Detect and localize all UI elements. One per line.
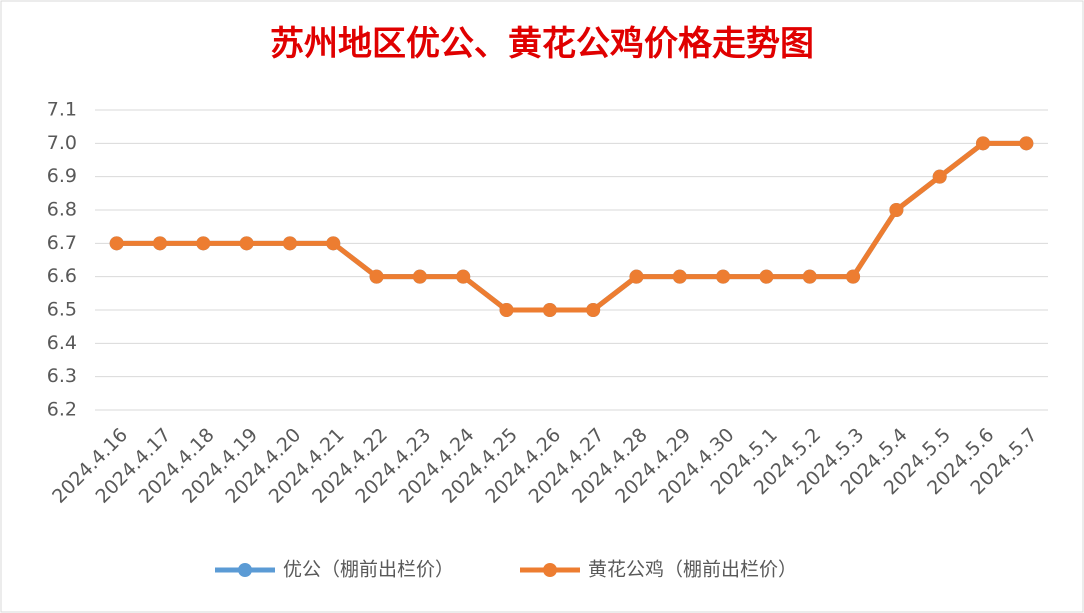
y-tick-label: 6.2	[47, 399, 77, 421]
point-marker	[716, 269, 731, 284]
point-marker	[586, 303, 601, 317]
point-marker	[412, 269, 427, 284]
y-tick-label: 7.0	[47, 132, 77, 154]
chart-title: 苏州地区优公、黄花公鸡价格走势图	[270, 24, 814, 64]
legend-marker	[238, 563, 252, 577]
point-marker	[976, 136, 991, 151]
point-marker	[802, 269, 817, 284]
point-marker	[369, 269, 384, 284]
point-marker	[932, 169, 947, 184]
y-tick-label: 6.7	[47, 232, 77, 254]
y-tick-label: 6.3	[47, 365, 77, 387]
point-marker	[889, 203, 904, 217]
point-marker	[629, 269, 644, 284]
point-marker	[326, 236, 341, 251]
y-tick-label: 6.9	[47, 165, 77, 187]
point-marker	[542, 303, 557, 317]
point-marker	[196, 236, 211, 251]
point-marker	[1019, 136, 1034, 151]
legend-marker	[543, 563, 557, 577]
legend-label: 优公（棚前出栏价）	[283, 559, 454, 581]
point-marker	[672, 269, 687, 284]
point-marker	[759, 269, 774, 284]
point-marker	[109, 236, 124, 251]
y-tick-label: 6.8	[47, 199, 77, 221]
point-marker	[152, 236, 167, 251]
point-marker	[456, 269, 471, 284]
point-marker	[499, 303, 514, 317]
y-tick-label: 7.1	[47, 99, 77, 121]
y-tick-label: 6.6	[47, 265, 77, 287]
y-tick-label: 6.4	[47, 332, 77, 354]
point-marker	[846, 269, 861, 284]
point-marker	[239, 236, 254, 251]
legend-label: 黄花公鸡（棚前出栏价）	[588, 559, 797, 581]
y-tick-label: 6.5	[47, 299, 77, 321]
series-line	[116, 140, 1027, 313]
point-marker	[282, 236, 297, 251]
